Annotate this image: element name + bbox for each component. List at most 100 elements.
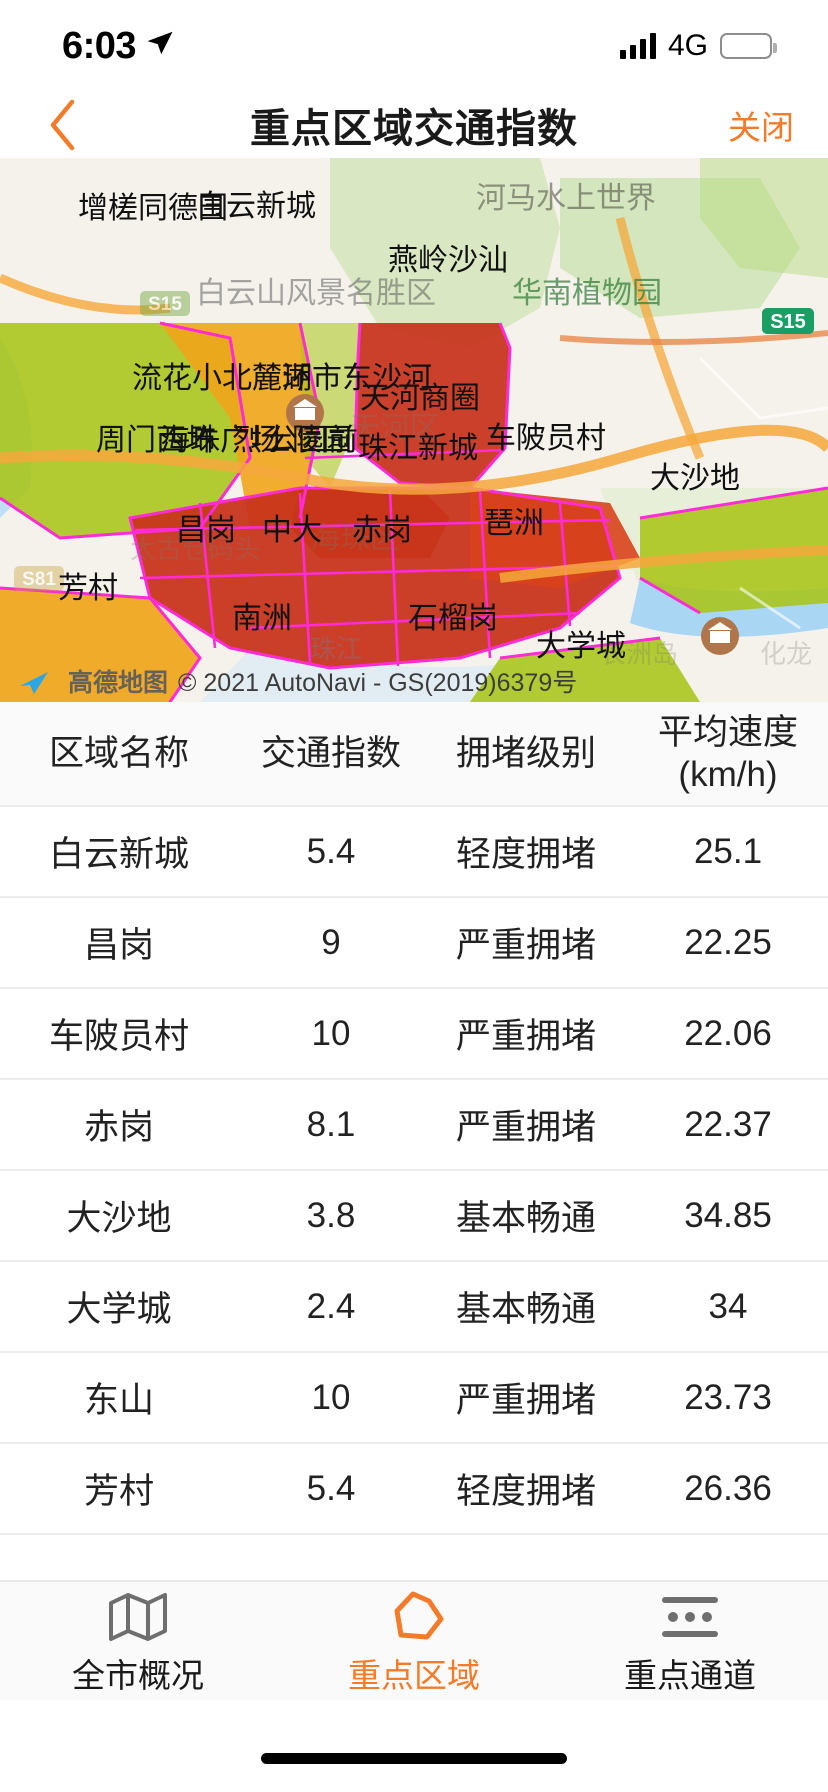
cell-congestion-level: 轻度拥堵 (455, 835, 596, 874)
cell-traffic-index: 5.4 (306, 831, 356, 871)
map-label: 环市东沙河 (282, 362, 432, 395)
status-time: 6:03 (62, 24, 137, 67)
tab-label-key-regions: 重点区域 (348, 1657, 480, 1694)
map-fold-icon (107, 1585, 169, 1643)
table-header-row: 区域名称 交通指数 拥堵级别 平均速度 (km/h) (0, 702, 828, 807)
cell-average-speed: 25.1 (693, 831, 763, 871)
tab-key-corridors[interactable]: 重点通道 (552, 1585, 828, 1697)
map-attribution: 高德地图 © 2021 AutoNavi - GS(2019)6379号 (0, 660, 828, 702)
svg-text:S15: S15 (770, 311, 806, 333)
table-row[interactable]: 大沙地 3.8 基本畅通 34.85 (0, 1171, 828, 1262)
map-label: 赤岗 (352, 514, 412, 547)
cell-traffic-index: 9 (321, 922, 341, 962)
status-bar: 6:03 4G (0, 0, 828, 92)
map-canvas: S15 S15 S81 天河区 海珠区 太古仓码头 长洲岛 珠江 化 (0, 158, 828, 702)
map-copyright-label: © 2021 AutoNavi - GS(2019)6379号 (178, 669, 578, 697)
col-header-level: 拥堵级别 (455, 733, 596, 773)
region-traffic-table[interactable]: 区域名称 交通指数 拥堵级别 平均速度 (km/h) 白云新城 5.4 轻度拥堵 25… (0, 702, 828, 1580)
cell-congestion-level: 严重拥堵 (455, 1108, 596, 1147)
cell-congestion-level: 基本畅通 (455, 1290, 596, 1329)
cell-region-name: 赤岗 (83, 1108, 154, 1147)
poi-marker-icon (286, 394, 324, 432)
map-area-faded: 化龙 (760, 639, 812, 669)
traffic-map[interactable]: S15 S15 S81 天河区 海珠区 太古仓码头 长洲岛 珠江 化 (0, 158, 828, 702)
cell-average-speed: 23.73 (684, 1377, 772, 1417)
cell-average-speed: 22.06 (684, 1013, 772, 1053)
map-area-faded: 珠江 (310, 634, 362, 664)
cell-congestion-level: 严重拥堵 (455, 926, 596, 965)
map-label: 大沙地 (650, 462, 740, 495)
map-label: 中大 (262, 514, 322, 547)
map-label: 公园前 (268, 424, 358, 457)
table-row[interactable]: 芳村 5.4 轻度拥堵 26.36 (0, 1444, 828, 1535)
nav-bar: 重点区域交通指数 关闭 (0, 92, 828, 158)
map-label: 河马水上世界 (476, 182, 656, 215)
table-row[interactable]: 白云新城 5.4 轻度拥堵 25.1 (0, 807, 828, 898)
close-button[interactable]: 关闭 (728, 109, 794, 146)
cell-region-name: 东山 (83, 1381, 154, 1420)
cell-average-speed: 34.85 (684, 1195, 772, 1235)
col-header-index: 交通指数 (260, 733, 401, 773)
highway-shield-s15: S15 (762, 308, 814, 334)
cell-region-name: 白云新城 (48, 835, 189, 874)
tab-city-overview[interactable]: 全市概况 (0, 1585, 276, 1697)
map-label: 燕岭沙汕 (388, 244, 508, 277)
map-label: 白云山风景名胜区 (196, 277, 436, 310)
amap-logo-icon (20, 672, 48, 694)
highway-shield-s15-2: S15 (140, 291, 190, 316)
cell-region-name: 大学城 (66, 1290, 172, 1329)
map-label: 昌岗 (176, 514, 236, 547)
map-label: 流花小北麓湖 (132, 362, 312, 395)
map-label: 白云新城 (196, 190, 316, 223)
bottom-tab-bar: 全市概况 重点区域 重点通道 (0, 1580, 828, 1700)
col-header-speed-line2: (km/h) (678, 754, 778, 794)
status-right-group: 4G (619, 29, 777, 63)
map-area-faded: 海珠区 (310, 522, 400, 555)
battery-icon (720, 33, 777, 59)
map-label: 华南植物园 (512, 277, 662, 310)
cell-traffic-index: 8.1 (306, 1104, 356, 1144)
page-title: 重点区域交通指数 (250, 107, 578, 151)
map-label: 车陂员村 (486, 422, 606, 455)
cell-region-name: 大沙地 (66, 1199, 172, 1238)
chevron-left-icon (50, 99, 75, 151)
map-label: 增槎同德围 (78, 192, 228, 225)
map-label: 周门西㘵 (96, 424, 216, 457)
col-header-speed-line1: 平均速度 (657, 713, 798, 753)
table-row[interactable]: 东山 10 严重拥堵 23.73 (0, 1353, 828, 1444)
map-label: 大学城 (536, 630, 626, 663)
table-body: 白云新城 5.4 轻度拥堵 25.1 昌岗 9 严重拥堵 22.25 车陂员村 10 严重拥堵 22.… (0, 807, 828, 1535)
cell-traffic-index: 10 (311, 1377, 351, 1417)
tab-key-regions[interactable]: 重点区域 (276, 1585, 552, 1697)
tab-label-city-overview: 全市概况 (72, 1657, 204, 1694)
cell-traffic-index: 3.8 (306, 1195, 356, 1235)
map-label: 珠江新城 (358, 432, 478, 465)
map-label: 海珠广场 (160, 424, 280, 457)
home-indicator (261, 1753, 567, 1764)
map-label: 琶洲 (484, 507, 544, 540)
back-button[interactable] (36, 98, 90, 152)
cell-average-speed: 22.37 (684, 1104, 772, 1144)
table-row[interactable]: 赤岗 8.1 严重拥堵 22.37 (0, 1080, 828, 1171)
table-row[interactable]: 昌岗 9 严重拥堵 22.25 (0, 898, 828, 989)
cell-congestion-level: 轻度拥堵 (455, 1472, 596, 1511)
status-time-group: 6:03 (62, 25, 175, 68)
map-area-faded: 长洲岛 (600, 639, 678, 669)
cell-congestion-level: 严重拥堵 (455, 1381, 596, 1420)
poi-marker-icon (701, 617, 739, 655)
location-arrow-icon (145, 25, 175, 68)
col-header-speed: 平均速度 (km/h) (628, 712, 828, 795)
cell-average-speed: 34 (708, 1286, 748, 1326)
cell-average-speed: 26.36 (684, 1468, 772, 1508)
map-label: 南洲 (232, 602, 292, 635)
cell-region-name: 车陂员村 (48, 1017, 189, 1056)
cell-traffic-index: 2.4 (306, 1286, 356, 1326)
table-row[interactable]: 车陂员村 10 严重拥堵 22.06 (0, 989, 828, 1080)
map-area-faded: 天河区 (350, 412, 440, 445)
map-label: 天河商圈 (360, 382, 480, 415)
table-row[interactable]: 大学城 2.4 基本畅通 34 (0, 1262, 828, 1353)
cell-congestion-level: 严重拥堵 (455, 1017, 596, 1056)
cell-region-name: 昌岗 (83, 926, 154, 965)
map-brand-label: 高德地图 (68, 669, 169, 697)
